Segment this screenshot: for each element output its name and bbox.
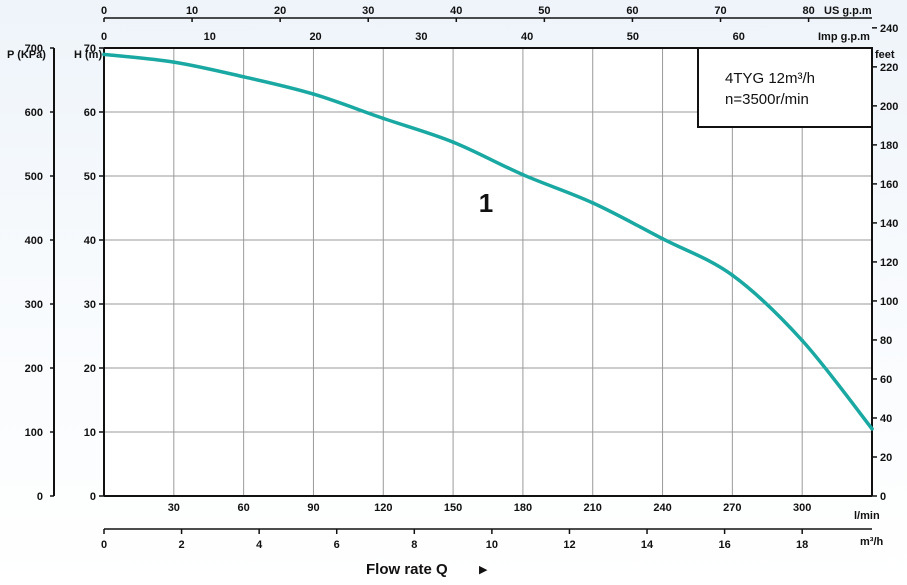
curve-label-bg [470,185,502,217]
x-axis-title: Flow rate Q [366,561,448,578]
usgpm-tick-label: 40 [450,5,462,17]
pressure-tick-label: 100 [25,427,43,439]
feet-tick-label: 40 [880,413,892,425]
pressure-tick-label: 500 [25,171,43,183]
pressure-tick-label: 300 [25,299,43,311]
curve-1-point [660,236,665,241]
m3h-tick-label: 8 [411,539,417,551]
head-axis-unit: H (m) [74,49,102,61]
head-tick-label: 30 [84,299,96,311]
impgpm-tick-label: 40 [521,31,533,43]
impgpm-tick-label: 10 [204,31,216,43]
pressure-tick-label: 700 [25,43,43,55]
feet-tick-label: 180 [880,140,898,152]
lmin-tick-label: 240 [653,502,671,514]
curve-1-point [241,75,246,79]
m3h-tick-label: 16 [718,539,730,551]
usgpm-tick-label: 60 [626,5,638,17]
m3h-axis-unit: m³/h [860,536,884,548]
feet-tick-label: 120 [880,257,898,269]
usgpm-tick-label: 30 [362,5,374,17]
usgpm-tick-label: 20 [274,5,286,17]
feet-axis-unit: feet [875,49,895,61]
feet-tick-label: 100 [880,296,898,308]
curve-1-point [172,60,176,64]
usgpm-tick-label: 80 [802,5,814,17]
feet-tick-label: 240 [880,23,898,35]
pressure-axis-unit: P (KPa) [7,49,46,61]
usgpm-tick-label: 10 [186,5,198,17]
feet-tick-label: 200 [880,101,898,113]
m3h-tick-label: 10 [486,539,498,551]
feet-tick-label: 0 [880,491,886,503]
feet-tick-label: 60 [880,374,892,386]
usgpm-tick-label: 50 [538,5,550,17]
curve-label: 1 [479,188,493,218]
impgpm-tick-label: 20 [309,31,321,43]
curve-1-point [102,52,106,57]
usgpm-tick-label: 70 [714,5,726,17]
head-tick-label: 70 [84,43,96,55]
lmin-tick-label: 120 [374,502,392,514]
feet-tick-label: 140 [880,218,898,230]
m3h-tick-label: 14 [641,539,654,551]
title-line-1: 4TYG 12m³/h [725,70,815,87]
arrow-right-icon: ▶ [479,563,488,576]
lmin-axis-unit: l/min [854,510,880,522]
feet-tick-label: 20 [880,452,892,464]
impgpm-tick-label: 60 [733,31,745,43]
lmin-tick-label: 150 [444,502,462,514]
lmin-tick-label: 30 [168,502,180,514]
feet-tick-label: 220 [880,62,898,74]
title-box-frame [697,47,873,128]
head-tick-label: 40 [84,235,96,247]
pressure-tick-label: 200 [25,363,43,375]
m3h-tick-label: 18 [796,539,808,551]
curves [102,52,874,431]
head-tick-label: 20 [84,363,96,375]
m3h-tick-label: 4 [256,539,263,551]
impgpm-axis-unit: Imp g.p.m [818,31,870,43]
lmin-tick-label: 210 [584,502,602,514]
head-tick-label: 10 [84,427,96,439]
blank-patch [473,284,497,301]
curve-1-line [102,52,874,431]
curve-1-point [451,140,455,144]
feet-tick-label: 160 [880,179,898,191]
usgpm-axis-unit: US g.p.m [824,5,872,17]
lmin-tick-label: 300 [793,502,811,514]
impgpm-tick-label: 30 [415,31,427,43]
title-line-2: n=3500r/min [725,91,809,108]
curve-1-point [590,201,595,205]
lmin-tick-label: 60 [238,502,250,514]
feet-tick-label: 80 [880,335,892,347]
curve-1-point [521,172,525,177]
head-tick-label: 50 [84,171,96,183]
m3h-tick-label: 2 [179,539,185,551]
title-box: 4TYG 12m³/h n=3500r/min [697,47,873,128]
lmin-tick-label: 90 [307,502,319,514]
lmin-tick-label: 270 [723,502,741,514]
head-tick-label: 60 [84,107,96,119]
pressure-tick-label: 400 [25,235,43,247]
m3h-tick-label: 0 [101,539,107,551]
pressure-tick-label: 600 [25,107,43,119]
curve-1-point [311,92,316,96]
impgpm-tick-label: 50 [627,31,639,43]
curve-1-point [870,427,874,431]
m3h-tick-label: 6 [334,539,340,551]
pressure-tick-label: 0 [37,491,43,503]
impgpm-tick-label: 0 [101,31,107,43]
lmin-tick-label: 180 [514,502,532,514]
usgpm-tick-label: 0 [101,5,107,17]
curve-1-point [730,273,735,278]
curve-1-point [800,338,804,343]
m3h-tick-label: 12 [563,539,575,551]
head-tick-label: 0 [90,491,96,503]
curve-1-point [381,116,386,121]
